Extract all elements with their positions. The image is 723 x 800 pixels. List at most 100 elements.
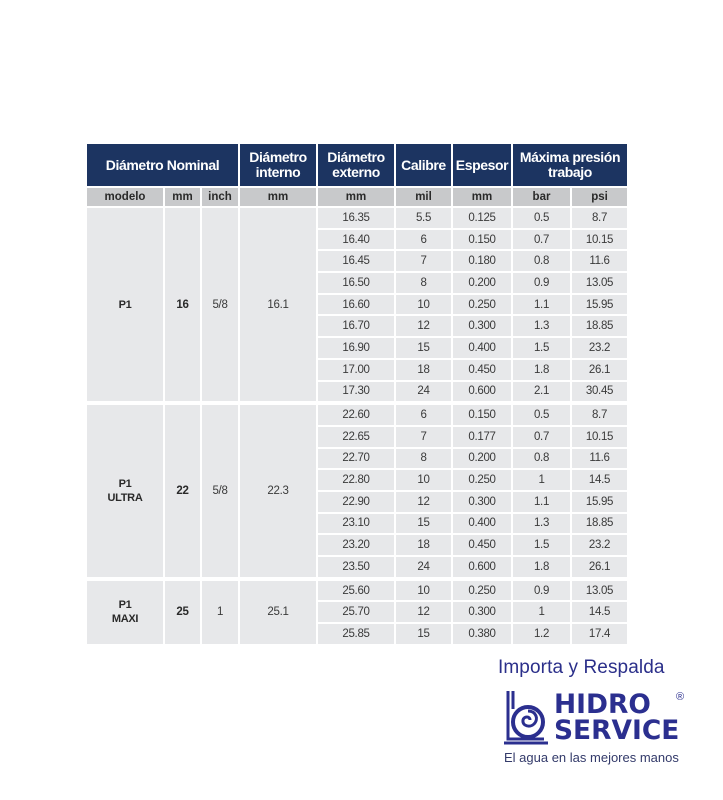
header-row: Diámetro Nominal Diámetro interno Diámetr…	[87, 144, 627, 186]
cell-calibre: 7	[396, 426, 451, 447]
brand-name-line1: HIDRO	[554, 689, 651, 720]
table-row: 25.85 15 0.380 1.2 17.4	[87, 624, 627, 644]
table-row: 16.70 12 0.300 1.3 18.85	[87, 316, 627, 337]
cell-calibre: 24	[396, 381, 451, 402]
cell-calibre: 8	[396, 273, 451, 293]
cell-nominal-mm: 25	[165, 580, 200, 644]
cell-presion-psi: 18.85	[572, 513, 627, 534]
table-row: 22.70 8 0.200 0.8 11.6	[87, 448, 627, 469]
header-line: trabajo	[548, 164, 592, 180]
cell-espesor: 0.600	[453, 381, 511, 402]
table-row: 16.45 7 0.180 0.8 11.6	[87, 251, 627, 272]
pump-swirl-logo-icon	[504, 691, 548, 745]
cell-espesor: 0.177	[453, 426, 511, 447]
cell-calibre: 10	[396, 580, 451, 601]
subheader-interno-mm: mm	[240, 188, 316, 206]
header-espesor: Espesor	[453, 144, 511, 186]
cell-diametro-externo: 22.70	[318, 448, 394, 469]
cell-presion-bar: 0.9	[513, 580, 570, 601]
cell-calibre: 15	[396, 338, 451, 358]
cell-espesor: 0.250	[453, 580, 511, 601]
cell-presion-psi: 26.1	[572, 359, 627, 380]
table-row: 23.20 18 0.450 1.5 23.2	[87, 535, 627, 555]
cell-presion-bar: 0.8	[513, 251, 570, 272]
cell-presion-psi: 8.7	[572, 405, 627, 425]
cell-calibre: 5.5	[396, 208, 451, 228]
cell-presion-psi: 15.95	[572, 491, 627, 512]
cell-modelo: P1 MAXI	[87, 580, 163, 644]
cell-presion-bar: 0.8	[513, 448, 570, 469]
table-row: P1 ULTRA 22 5/8 22.3 22.60 6 0.150 0.5 8.7	[87, 405, 627, 577]
subheader-mil: mil	[396, 188, 451, 206]
subheader-row: modelo mm inch mm mm mil mm bar psi	[87, 188, 627, 206]
cell-diametro-externo: 25.70	[318, 602, 394, 623]
subheader-psi: psi	[572, 188, 627, 206]
modelo-line: P1	[118, 298, 132, 311]
table-row: 22.80 10 0.250 1 14.5	[87, 470, 627, 490]
table-row: 22.90 12 0.300 1.1 15.95	[87, 491, 627, 512]
cell-calibre: 12	[396, 602, 451, 623]
subheader-inch: inch	[202, 188, 238, 206]
cell-espesor: 0.200	[453, 448, 511, 469]
cell-diametro-externo: 16.35	[318, 208, 394, 228]
cell-diametro-interno: 25.1	[240, 580, 316, 644]
table-row: 17.30 24 0.600 2.1 30.45	[87, 381, 627, 402]
table-row: 16.90 15 0.400 1.5 23.2	[87, 338, 627, 358]
header-diametro-interno: Diámetro interno	[240, 144, 316, 186]
cell-espesor: 0.200	[453, 273, 511, 293]
cell-espesor: 0.300	[453, 491, 511, 512]
cell-presion-psi: 18.85	[572, 316, 627, 337]
cell-espesor: 0.125	[453, 208, 511, 228]
cell-presion-psi: 8.7	[572, 208, 627, 228]
header-line: Diámetro	[249, 149, 307, 165]
cell-presion-bar: 1.1	[513, 294, 570, 315]
table-row: 17.00 18 0.450 1.8 26.1	[87, 359, 627, 380]
cell-presion-bar: 1.5	[513, 338, 570, 358]
cell-presion-psi: 13.05	[572, 273, 627, 293]
cell-nominal-inch: 5/8	[202, 405, 238, 577]
subheader-bar: bar	[513, 188, 570, 206]
table-row: 16.60 10 0.250 1.1 15.95	[87, 294, 627, 315]
cell-diametro-externo: 22.80	[318, 470, 394, 490]
modelo-line: ULTRA	[107, 491, 143, 504]
cell-nominal-inch: 5/8	[202, 208, 238, 402]
cell-diametro-externo: 25.60	[318, 580, 394, 601]
cell-diametro-externo: 16.40	[318, 229, 394, 250]
cell-presion-bar: 2.1	[513, 381, 570, 402]
cell-diametro-externo: 17.00	[318, 359, 394, 380]
cell-modelo: P1	[87, 208, 163, 402]
table-row: 16.40 6 0.150 0.7 10.15	[87, 229, 627, 250]
cell-espesor: 0.300	[453, 602, 511, 623]
cell-presion-bar: 1.5	[513, 535, 570, 555]
registered-mark: ®	[676, 691, 685, 703]
subheader-espesor-mm: mm	[453, 188, 511, 206]
cell-nominal-mm: 22	[165, 405, 200, 577]
cell-espesor: 0.400	[453, 338, 511, 358]
table-row: 25.70 12 0.300 1 14.5	[87, 602, 627, 623]
cell-presion-bar: 1.8	[513, 557, 570, 577]
table-row: P1 MAXI 25 1 25.1 25.60 10 0.250 0.9 13.05	[87, 580, 627, 644]
cell-diametro-interno: 22.3	[240, 405, 316, 577]
subheader-modelo: modelo	[87, 188, 163, 206]
cell-espesor: 0.300	[453, 316, 511, 337]
cell-diametro-externo: 16.50	[318, 273, 394, 293]
cell-presion-psi: 11.6	[572, 251, 627, 272]
header-line: interno	[255, 164, 301, 180]
cell-presion-bar: 1.3	[513, 513, 570, 534]
cell-diametro-externo: 16.60	[318, 294, 394, 315]
cell-calibre: 18	[396, 535, 451, 555]
cell-diametro-externo: 25.85	[318, 624, 394, 644]
cell-presion-bar: 1	[513, 470, 570, 490]
cell-espesor: 0.180	[453, 251, 511, 272]
cell-espesor: 0.400	[453, 513, 511, 534]
modelo-line: P1	[118, 477, 132, 490]
cell-calibre: 15	[396, 624, 451, 644]
cell-presion-bar: 0.5	[513, 405, 570, 425]
cell-diametro-externo: 16.90	[318, 338, 394, 358]
cell-diametro-externo: 23.10	[318, 513, 394, 534]
cell-presion-bar: 0.7	[513, 229, 570, 250]
cell-diametro-externo: 23.20	[318, 535, 394, 555]
header-diametro-externo: Diámetro externo	[318, 144, 394, 186]
cell-espesor: 0.150	[453, 405, 511, 425]
cell-espesor: 0.250	[453, 294, 511, 315]
